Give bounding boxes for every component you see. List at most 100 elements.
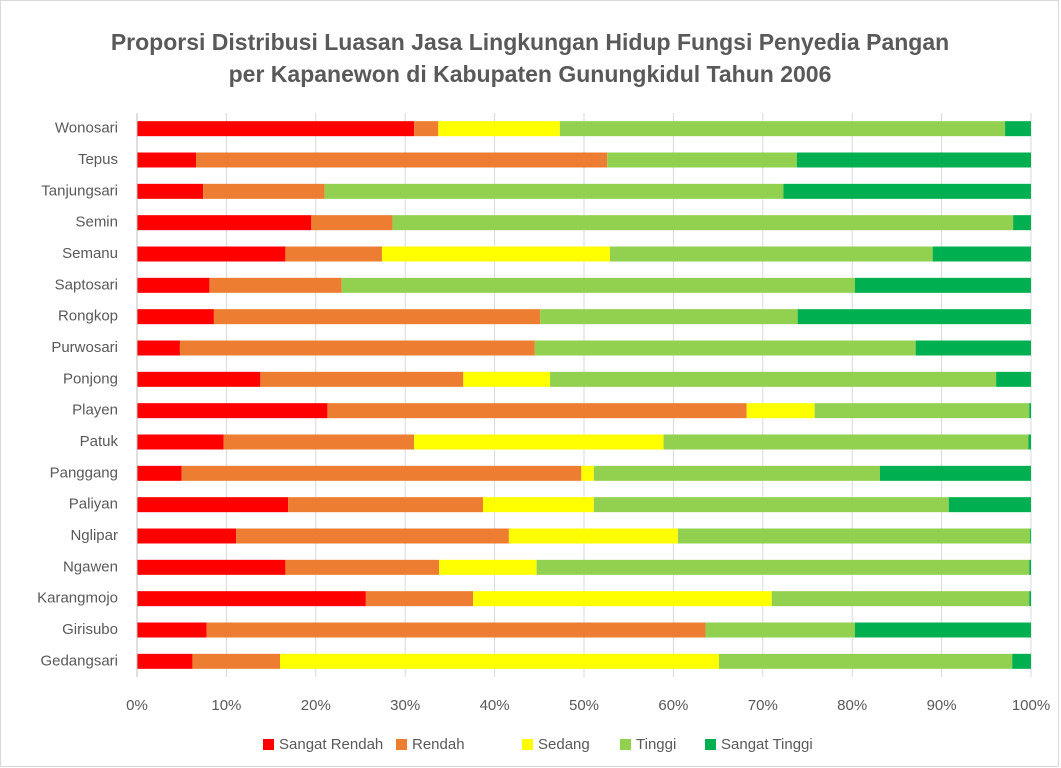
bar-segment bbox=[137, 340, 180, 356]
bar-segment bbox=[550, 371, 997, 387]
y-tick-label: Wonosari bbox=[55, 120, 118, 137]
bar-segment bbox=[705, 622, 855, 638]
chart-title: Proporsi Distribusi Luasan Jasa Lingkung… bbox=[111, 29, 949, 55]
bar-segment bbox=[137, 622, 207, 638]
bar-segment bbox=[179, 340, 535, 356]
bar-segment bbox=[285, 559, 440, 575]
bar-segment bbox=[288, 497, 483, 513]
bar-segment bbox=[137, 591, 366, 607]
bar-segment bbox=[797, 309, 1031, 325]
y-tick-label: Gedangsari bbox=[40, 652, 118, 669]
x-tick-label: 80% bbox=[837, 697, 867, 714]
bar-segment bbox=[607, 152, 797, 168]
bar-segment bbox=[540, 309, 798, 325]
x-tick-label: 60% bbox=[658, 697, 688, 714]
bar-segment bbox=[534, 340, 916, 356]
bar-segment bbox=[137, 434, 224, 450]
bar-segment bbox=[206, 622, 706, 638]
bar-segment bbox=[1029, 591, 1031, 607]
y-tick-label: Semanu bbox=[62, 245, 118, 262]
bar-segment bbox=[1013, 215, 1031, 231]
bar-segment bbox=[473, 591, 772, 607]
bar-segment bbox=[718, 653, 1013, 669]
bar-segment bbox=[1012, 653, 1031, 669]
bar-segment bbox=[280, 653, 719, 669]
bar-segment bbox=[593, 497, 949, 513]
bar-segment bbox=[1029, 559, 1031, 575]
bar-segment bbox=[609, 246, 933, 262]
bar-segment bbox=[1029, 403, 1031, 419]
bar-segment bbox=[203, 183, 325, 199]
y-tick-label: Girisubo bbox=[62, 621, 118, 638]
bar-segment bbox=[814, 403, 1030, 419]
bar-segment bbox=[236, 528, 509, 544]
legend-swatch bbox=[263, 739, 274, 750]
y-tick-label: Nglipar bbox=[70, 527, 118, 544]
x-tick-label: 50% bbox=[569, 697, 599, 714]
chart-title: per Kapanewon di Kabupaten Gunungkidul T… bbox=[229, 61, 832, 87]
bar-segment bbox=[854, 622, 1031, 638]
y-tick-label: Tanjungsari bbox=[41, 182, 118, 199]
bar-segment bbox=[365, 591, 474, 607]
bar-segment bbox=[137, 371, 261, 387]
y-tick-label: Purwosari bbox=[51, 339, 118, 356]
legend-swatch bbox=[705, 739, 716, 750]
x-tick-label: 100% bbox=[1012, 697, 1050, 714]
bar-segment bbox=[137, 403, 328, 419]
bar-segment bbox=[137, 121, 415, 137]
bar-segment bbox=[414, 121, 439, 137]
legend-label: Sedang bbox=[538, 736, 590, 753]
bar-segment bbox=[192, 653, 281, 669]
bar-segment bbox=[137, 497, 289, 513]
bar-segment bbox=[327, 403, 747, 419]
y-tick-label: Patuk bbox=[80, 433, 119, 450]
x-tick-label: 90% bbox=[927, 697, 957, 714]
bar-segment bbox=[311, 215, 393, 231]
bar-segment bbox=[137, 152, 197, 168]
bar-segment bbox=[463, 371, 551, 387]
bar-segment bbox=[593, 465, 880, 481]
bar-segment bbox=[137, 653, 193, 669]
bar-segment bbox=[285, 246, 382, 262]
bar-segment bbox=[771, 591, 1030, 607]
bar-segment bbox=[137, 246, 286, 262]
bar-segment bbox=[438, 121, 560, 137]
bar-segment bbox=[1030, 528, 1031, 544]
x-tick-label: 40% bbox=[480, 697, 510, 714]
bar-segment bbox=[260, 371, 464, 387]
y-tick-label: Panggang bbox=[50, 464, 118, 481]
legend-swatch bbox=[620, 739, 631, 750]
bar-segment bbox=[137, 183, 204, 199]
y-tick-label: Playen bbox=[72, 402, 118, 419]
bar-segment bbox=[746, 403, 815, 419]
bar-segment bbox=[1028, 434, 1031, 450]
bar-segment bbox=[677, 528, 1031, 544]
bar-segment bbox=[137, 309, 214, 325]
x-tick-label: 0% bbox=[126, 697, 148, 714]
y-tick-label: Semin bbox=[75, 214, 118, 231]
bar-segment bbox=[209, 277, 342, 293]
y-tick-label: Tepus bbox=[78, 151, 118, 168]
bar-segment bbox=[996, 371, 1031, 387]
y-tick-label: Rongkop bbox=[58, 308, 118, 325]
y-tick-label: Ngawen bbox=[63, 558, 118, 575]
bar-segment bbox=[439, 559, 537, 575]
y-tick-label: Saptosari bbox=[55, 276, 118, 293]
y-tick-label: Karangmojo bbox=[37, 590, 118, 607]
x-tick-label: 20% bbox=[301, 697, 331, 714]
x-tick-label: 10% bbox=[211, 697, 241, 714]
bar-segment bbox=[414, 434, 664, 450]
bar-segment bbox=[854, 277, 1031, 293]
legend-swatch bbox=[396, 739, 407, 750]
bar-segment bbox=[508, 528, 678, 544]
bar-segment bbox=[482, 497, 594, 513]
bar-segment bbox=[381, 246, 610, 262]
bar-segment bbox=[137, 559, 286, 575]
bar-segment bbox=[137, 277, 210, 293]
bar-segment bbox=[559, 121, 1006, 137]
y-tick-label: Paliyan bbox=[69, 496, 118, 513]
bar-segment bbox=[324, 183, 784, 199]
bar-segment bbox=[783, 183, 1031, 199]
bar-segment bbox=[932, 246, 1031, 262]
bar-segment bbox=[796, 152, 1031, 168]
